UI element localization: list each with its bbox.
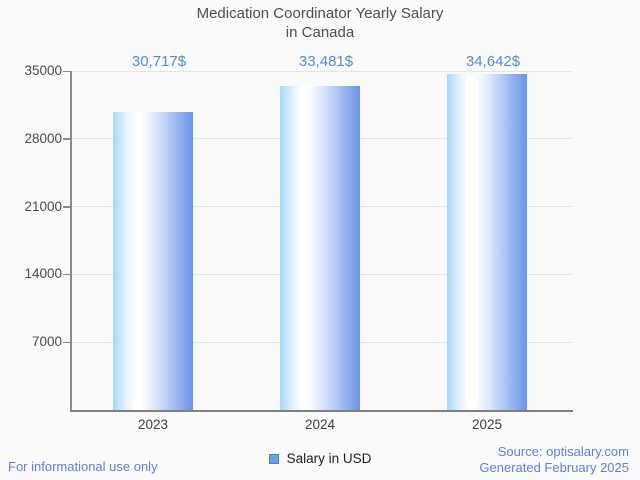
source-link[interactable]: Source: optisalary.com bbox=[497, 444, 629, 459]
y-axis-label: 7000 bbox=[31, 334, 62, 350]
bar-value-label: 30,717$ bbox=[131, 53, 187, 70]
legend-swatch-icon bbox=[268, 453, 279, 464]
gridline bbox=[70, 70, 572, 72]
bar-2023 bbox=[113, 112, 193, 410]
legend-label: Salary in USD bbox=[286, 451, 372, 466]
legend: Salary in USD bbox=[0, 451, 640, 466]
y-axis-tick bbox=[63, 206, 70, 208]
y-axis-label: 35000 bbox=[24, 63, 62, 78]
chart-title-line1: Medication Coordinator Yearly Salary bbox=[196, 5, 444, 22]
x-axis-line bbox=[70, 410, 573, 412]
y-axis-tick bbox=[63, 341, 70, 344]
y-axis-tick bbox=[63, 138, 70, 140]
source-attribution: Source: optisalary.com Generated Februar… bbox=[479, 444, 629, 476]
x-axis-label: 2025 bbox=[471, 417, 503, 432]
bar-value-label: 33,481$ bbox=[298, 53, 354, 70]
x-axis-label: 2024 bbox=[304, 417, 336, 432]
y-axis-label: 14000 bbox=[24, 266, 62, 282]
x-axis-label: 2023 bbox=[137, 417, 169, 432]
bar-value-label: 34,642$ bbox=[465, 53, 521, 70]
chart-title: Medication Coordinator Yearly Salary in … bbox=[0, 4, 640, 42]
y-axis-tick bbox=[63, 70, 70, 72]
y-axis-tick bbox=[63, 273, 70, 276]
y-axis-label: 21000 bbox=[24, 198, 62, 214]
bar-2025 bbox=[447, 74, 527, 410]
y-axis-line bbox=[70, 71, 72, 410]
disclaimer-text: For informational use only bbox=[8, 459, 158, 474]
y-axis-label: 28000 bbox=[24, 130, 62, 146]
bar-2024 bbox=[280, 85, 360, 410]
chart-title-line2: in Canada bbox=[285, 24, 355, 41]
generated-date: Generated February 2025 bbox=[479, 460, 629, 475]
